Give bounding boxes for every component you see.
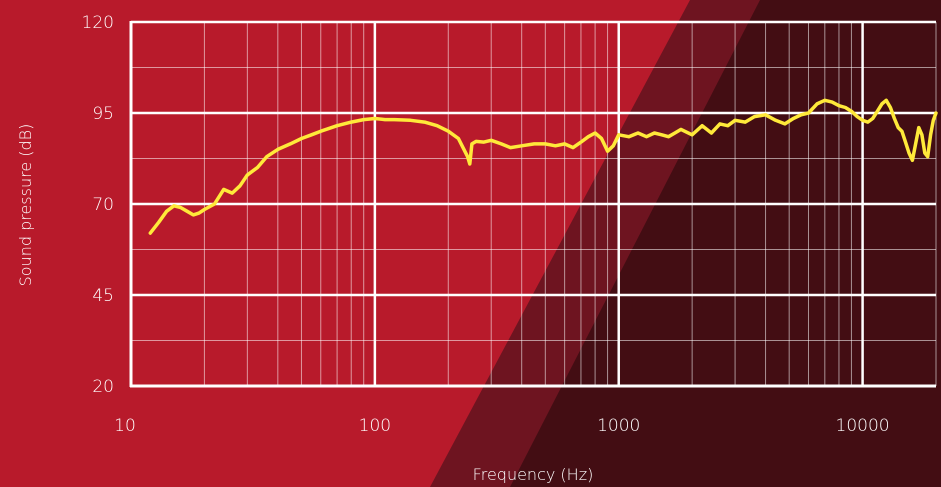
x-tick-label: 10 xyxy=(114,416,136,436)
x-tick-label: 1000 xyxy=(597,416,640,436)
axes xyxy=(129,20,936,388)
series-layer xyxy=(148,98,938,235)
y-tick-label: 45 xyxy=(92,286,114,306)
x-axis-title: Frequency (Hz) xyxy=(473,465,594,484)
x-tick-label: 10000 xyxy=(836,416,890,436)
series-line-0 xyxy=(148,98,938,235)
major-grid xyxy=(131,22,936,386)
y-tick-label: 70 xyxy=(92,195,114,215)
y-axis-title: Sound pressure (dB) xyxy=(16,124,35,287)
y-tick-label: 120 xyxy=(82,13,114,33)
x-tick-label: 100 xyxy=(359,416,391,436)
x-tick-labels: 10 100 1000 10000 xyxy=(114,416,889,436)
y-tick-label: 20 xyxy=(92,377,114,397)
y-tick-label: 95 xyxy=(92,104,114,124)
y-tick-labels: 20 45 70 95 120 xyxy=(82,13,114,397)
